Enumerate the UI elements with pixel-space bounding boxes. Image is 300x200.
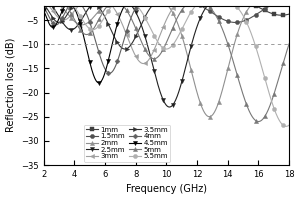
5mm xyxy=(287,43,291,45)
3.5mm xyxy=(57,21,61,24)
1.5mm xyxy=(198,4,202,6)
4.5mm xyxy=(42,9,45,11)
5mm xyxy=(191,0,194,2)
Line: 5mm: 5mm xyxy=(41,0,291,124)
2mm xyxy=(254,0,257,2)
5.5mm xyxy=(191,8,194,11)
Line: 3mm: 3mm xyxy=(41,0,291,66)
5.5mm xyxy=(198,1,202,3)
5.5mm xyxy=(228,0,232,2)
5mm xyxy=(253,119,257,121)
4mm xyxy=(108,72,112,74)
1mm xyxy=(280,14,283,16)
2mm xyxy=(184,50,188,52)
Line: 1mm: 1mm xyxy=(42,0,291,17)
2.5mm xyxy=(167,106,171,108)
2mm xyxy=(57,3,61,5)
5mm xyxy=(184,4,188,6)
1.5mm xyxy=(254,14,257,16)
Y-axis label: Reflection loss (dB): Reflection loss (dB) xyxy=(6,38,16,132)
2mm xyxy=(228,59,232,61)
Line: 3.5mm: 3.5mm xyxy=(41,0,291,51)
1.5mm xyxy=(191,1,194,3)
2mm xyxy=(207,116,211,118)
Line: 4mm: 4mm xyxy=(42,0,291,75)
Line: 5.5mm: 5.5mm xyxy=(41,0,291,128)
3mm xyxy=(57,17,61,19)
5mm xyxy=(228,49,232,51)
4.5mm xyxy=(57,18,61,20)
5mm xyxy=(256,120,260,123)
X-axis label: Frequency (GHz): Frequency (GHz) xyxy=(126,184,207,194)
Line: 2.5mm: 2.5mm xyxy=(41,0,291,109)
3.5mm xyxy=(123,48,127,50)
Line: 2mm: 2mm xyxy=(41,0,291,119)
Legend: 1mm, 1.5mm, 2mm, 2.5mm, 3mm, 3.5mm, 4mm, 4.5mm, 5mm, 5.5mm: 1mm, 1.5mm, 2mm, 2.5mm, 3mm, 3.5mm, 4mm,… xyxy=(84,125,170,162)
Line: 4.5mm: 4.5mm xyxy=(41,0,291,85)
1.5mm xyxy=(234,21,237,24)
4.5mm xyxy=(97,82,101,84)
3.5mm xyxy=(42,3,45,5)
2.5mm xyxy=(191,38,195,41)
1.5mm xyxy=(184,0,188,1)
1mm xyxy=(253,4,257,7)
2.5mm xyxy=(185,63,188,65)
5.5mm xyxy=(253,43,257,46)
5mm xyxy=(198,0,202,2)
Line: 1.5mm: 1.5mm xyxy=(41,0,291,25)
3mm xyxy=(42,0,45,2)
4mm xyxy=(42,5,45,8)
2.5mm xyxy=(57,15,61,17)
4mm xyxy=(57,22,61,25)
3mm xyxy=(142,62,145,65)
5.5mm xyxy=(284,125,288,128)
1mm xyxy=(287,13,291,15)
5.5mm xyxy=(184,19,188,22)
2.5mm xyxy=(199,17,202,19)
1.5mm xyxy=(228,21,232,23)
2mm xyxy=(191,75,194,77)
2mm xyxy=(198,101,202,103)
5.5mm xyxy=(287,124,291,126)
